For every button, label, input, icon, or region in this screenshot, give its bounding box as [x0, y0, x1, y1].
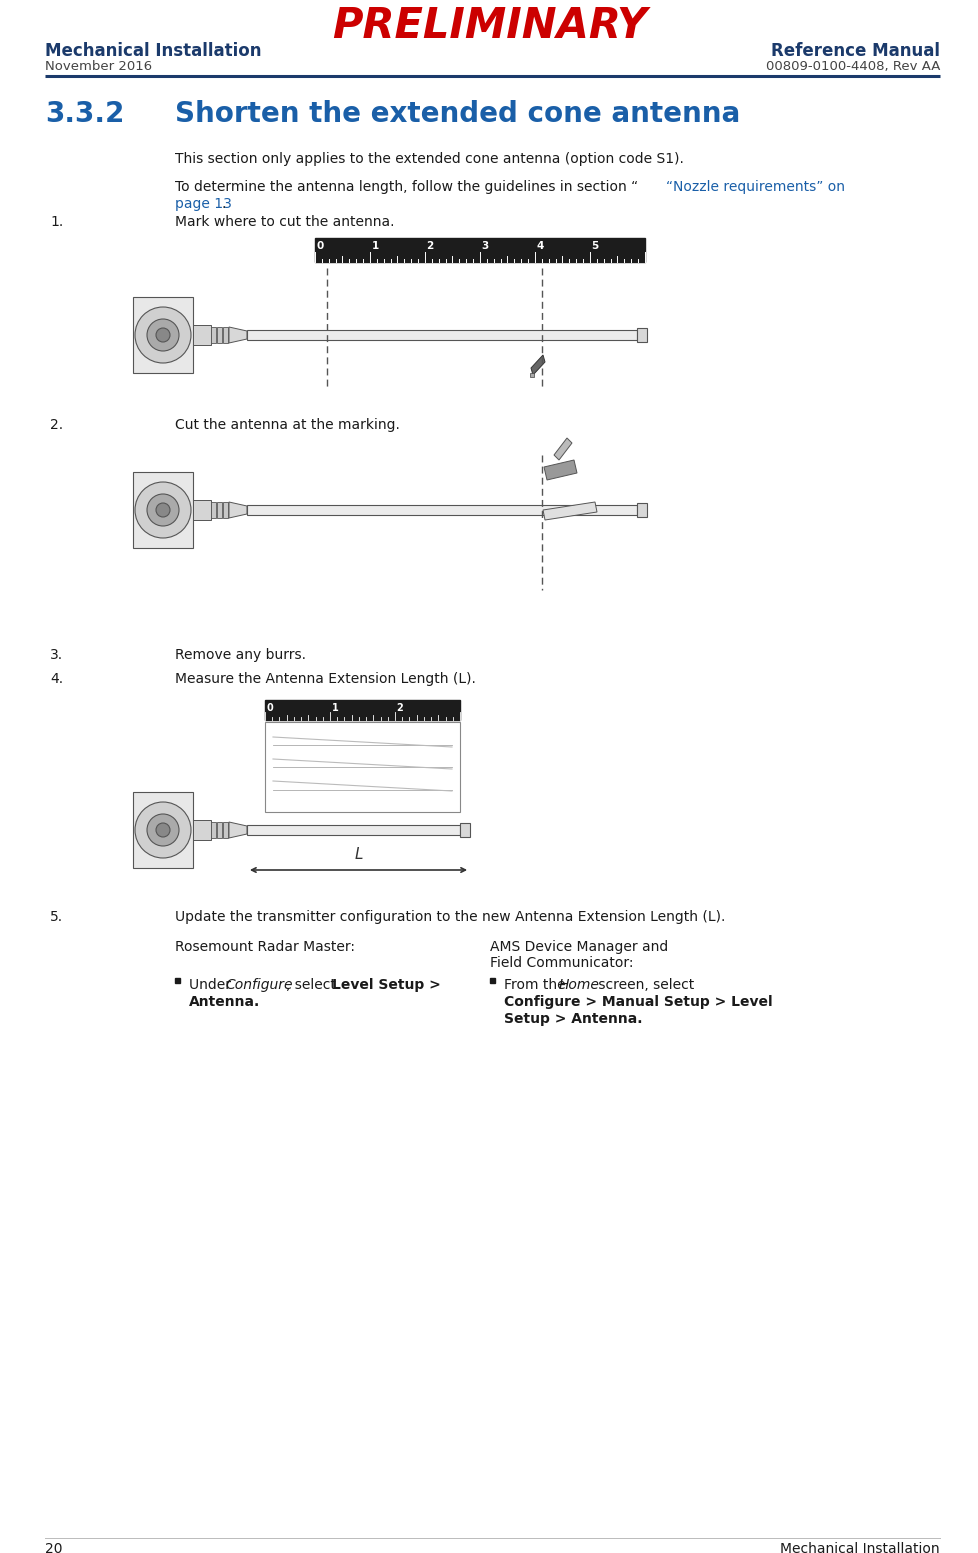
- Bar: [490, 978, 495, 983]
- Polygon shape: [543, 502, 597, 520]
- Polygon shape: [530, 356, 545, 374]
- Polygon shape: [229, 328, 246, 343]
- Text: Rosemount Radar Master:: Rosemount Radar Master:: [175, 940, 355, 954]
- Text: 1.: 1.: [50, 214, 64, 228]
- Text: Antenna.: Antenna.: [189, 995, 260, 1009]
- Text: “Nozzle requirements” on: “Nozzle requirements” on: [665, 180, 844, 194]
- Text: Mark where to cut the antenna.: Mark where to cut the antenna.: [175, 214, 394, 228]
- Bar: [211, 502, 216, 519]
- Text: 4.: 4.: [50, 672, 63, 686]
- Bar: [193, 325, 211, 345]
- Bar: [217, 822, 222, 839]
- Bar: [246, 825, 460, 836]
- Text: Configure: Configure: [225, 978, 292, 992]
- Text: page 13: page 13: [175, 197, 232, 211]
- Text: Reference Manual: Reference Manual: [771, 42, 939, 61]
- Text: 1: 1: [371, 241, 378, 252]
- Text: 2: 2: [426, 241, 433, 252]
- Text: Remove any burrs.: Remove any burrs.: [175, 648, 306, 662]
- Bar: [211, 328, 216, 343]
- Bar: [637, 328, 646, 342]
- Text: 5.: 5.: [50, 910, 63, 924]
- Bar: [133, 792, 193, 868]
- Text: Shorten the extended cone antenna: Shorten the extended cone antenna: [175, 99, 739, 127]
- Bar: [211, 822, 216, 839]
- Text: 0: 0: [316, 241, 324, 252]
- Bar: [223, 328, 228, 343]
- Circle shape: [135, 801, 191, 857]
- Text: 00809-0100-4408, Rev AA: 00809-0100-4408, Rev AA: [765, 61, 939, 73]
- Text: Update the transmitter configuration to the new Antenna Extension Length (L).: Update the transmitter configuration to …: [175, 910, 725, 924]
- Text: PRELIMINARY: PRELIMINARY: [332, 5, 646, 47]
- Bar: [217, 502, 222, 519]
- Text: Mechanical Installation: Mechanical Installation: [45, 42, 261, 61]
- Text: To determine the antenna length, follow the guidelines in section “: To determine the antenna length, follow …: [175, 180, 638, 194]
- Text: Home: Home: [558, 978, 600, 992]
- Text: L: L: [354, 846, 363, 862]
- Text: AMS Device Manager and
Field Communicator:: AMS Device Manager and Field Communicato…: [490, 940, 668, 971]
- Text: .: .: [222, 197, 226, 211]
- Bar: [217, 328, 222, 343]
- Text: Measure the Antenna Extension Length (L).: Measure the Antenna Extension Length (L)…: [175, 672, 475, 686]
- Circle shape: [135, 307, 191, 363]
- Text: 3.3.2: 3.3.2: [45, 99, 124, 127]
- Text: Configure > Manual Setup > Level: Configure > Manual Setup > Level: [504, 995, 772, 1009]
- Bar: [460, 823, 469, 837]
- Text: Setup > Antenna.: Setup > Antenna.: [504, 1013, 642, 1027]
- Text: 3: 3: [481, 241, 488, 252]
- Polygon shape: [554, 438, 571, 460]
- Text: 20: 20: [45, 1542, 63, 1553]
- Bar: [637, 503, 646, 517]
- Text: From the: From the: [504, 978, 569, 992]
- Text: Mechanical Installation: Mechanical Installation: [779, 1542, 939, 1553]
- Bar: [193, 500, 211, 520]
- Polygon shape: [229, 502, 246, 519]
- Bar: [265, 722, 460, 812]
- Bar: [133, 472, 193, 548]
- Circle shape: [135, 481, 191, 537]
- Text: 1: 1: [332, 704, 338, 713]
- Bar: [133, 297, 193, 373]
- Text: , select: , select: [286, 978, 340, 992]
- Bar: [223, 502, 228, 519]
- Bar: [529, 373, 533, 377]
- Circle shape: [147, 494, 179, 526]
- Text: Level Setup >: Level Setup >: [332, 978, 440, 992]
- Text: 2: 2: [396, 704, 403, 713]
- Text: 0: 0: [266, 704, 273, 713]
- Text: Cut the antenna at the marking.: Cut the antenna at the marking.: [175, 418, 399, 432]
- Text: Under: Under: [189, 978, 235, 992]
- Bar: [246, 505, 637, 516]
- Text: 2.: 2.: [50, 418, 63, 432]
- Polygon shape: [229, 822, 246, 839]
- Bar: [246, 329, 637, 340]
- Text: November 2016: November 2016: [45, 61, 152, 73]
- Bar: [193, 820, 211, 840]
- Text: 3: 3: [462, 704, 467, 713]
- Text: screen, select: screen, select: [594, 978, 693, 992]
- Polygon shape: [544, 460, 576, 480]
- Text: 4: 4: [536, 241, 543, 252]
- Circle shape: [147, 318, 179, 351]
- Bar: [223, 822, 228, 839]
- Circle shape: [156, 503, 170, 517]
- Text: 3.: 3.: [50, 648, 63, 662]
- Text: 5: 5: [591, 241, 598, 252]
- Circle shape: [156, 823, 170, 837]
- Bar: [265, 700, 460, 721]
- Text: This section only applies to the extended cone antenna (option code S1).: This section only applies to the extende…: [175, 152, 684, 166]
- Text: 6: 6: [645, 241, 653, 252]
- Circle shape: [156, 328, 170, 342]
- Bar: [175, 978, 180, 983]
- Bar: [315, 238, 645, 262]
- Circle shape: [147, 814, 179, 846]
